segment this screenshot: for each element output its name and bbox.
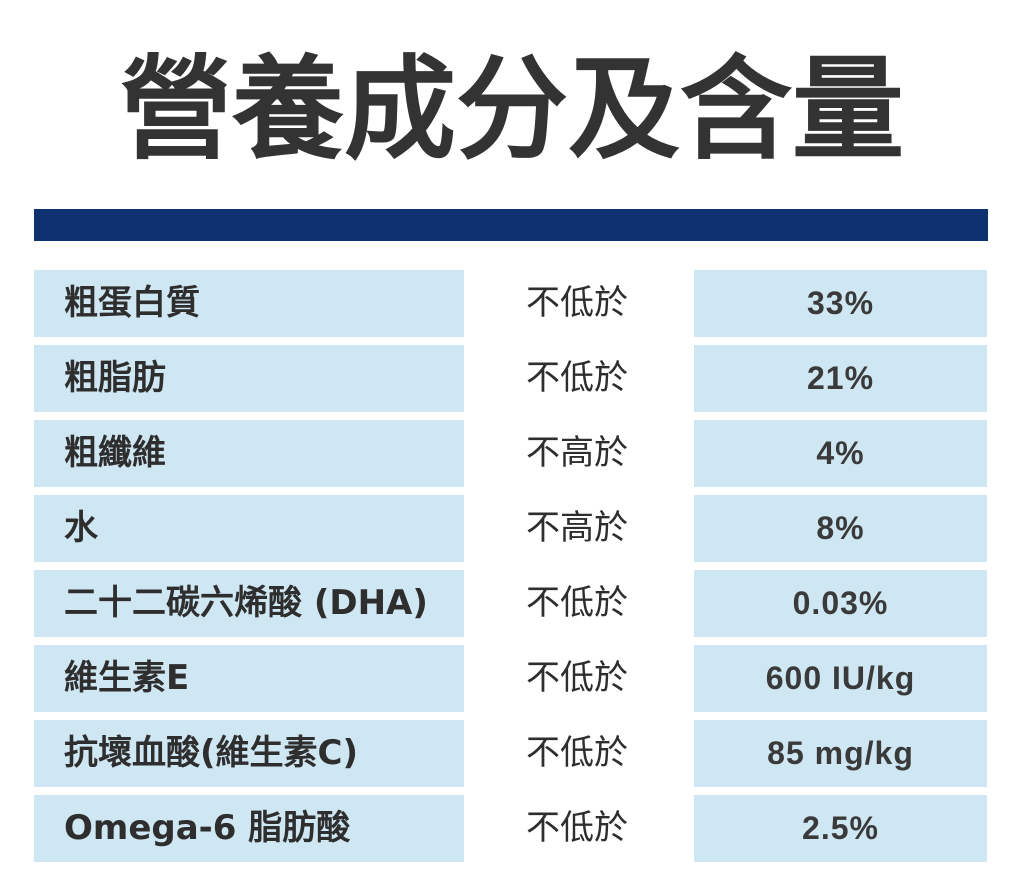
nutrient-condition: 不低於: [526, 358, 628, 398]
nutrient-value: 4%: [694, 420, 987, 487]
nutrient-value: 600 IU/kg: [694, 645, 987, 712]
nutrient-value: 2.5%: [694, 795, 987, 862]
nutrient-condition: 不低於: [526, 808, 628, 848]
table-row: 粗蛋白質 不低於 33%: [0, 270, 1024, 337]
table-row: 水 不高於 8%: [0, 495, 1024, 562]
nutrient-value: 8%: [694, 495, 987, 562]
nutrient-condition: 不低於: [526, 658, 628, 698]
nutrient-name: 粗脂肪: [34, 345, 464, 412]
table-row: 二十二碳六烯酸 (DHA) 不低於 0.03%: [0, 570, 1024, 637]
nutrient-condition: 不高於: [526, 433, 628, 473]
table-row: 維生素E 不低於 600 IU/kg: [0, 645, 1024, 712]
nutrient-condition: 不低於: [526, 733, 628, 773]
nutrient-name: 粗蛋白質: [34, 270, 464, 337]
table-row: Omega-6 脂肪酸 不低於 2.5%: [0, 795, 1024, 862]
nutrient-name: 抗壞血酸(維生素C): [34, 720, 464, 787]
nutrient-name: 水: [34, 495, 464, 562]
header-bar: [34, 209, 988, 241]
table-row: 抗壞血酸(維生素C) 不低於 85 mg/kg: [0, 720, 1024, 787]
nutrient-value: 33%: [694, 270, 987, 337]
nutrient-value: 0.03%: [694, 570, 987, 637]
page-title: 營養成分及含量: [120, 45, 904, 175]
nutrient-condition: 不低於: [526, 283, 628, 323]
nutrient-name: 二十二碳六烯酸 (DHA): [34, 570, 464, 637]
nutrient-value: 21%: [694, 345, 987, 412]
nutrient-name: Omega-6 脂肪酸: [34, 795, 464, 862]
nutrient-value: 85 mg/kg: [694, 720, 987, 787]
table-row: 粗脂肪 不低於 21%: [0, 345, 1024, 412]
nutrition-table: 粗蛋白質 不低於 33% 粗脂肪 不低於 21% 粗纖維 不高於 4% 水 不高…: [0, 270, 1024, 870]
nutrient-condition: 不高於: [526, 508, 628, 548]
nutrient-condition: 不低於: [526, 583, 628, 623]
nutrient-name: 粗纖維: [34, 420, 464, 487]
table-row: 粗纖維 不高於 4%: [0, 420, 1024, 487]
nutrient-name: 維生素E: [34, 645, 464, 712]
